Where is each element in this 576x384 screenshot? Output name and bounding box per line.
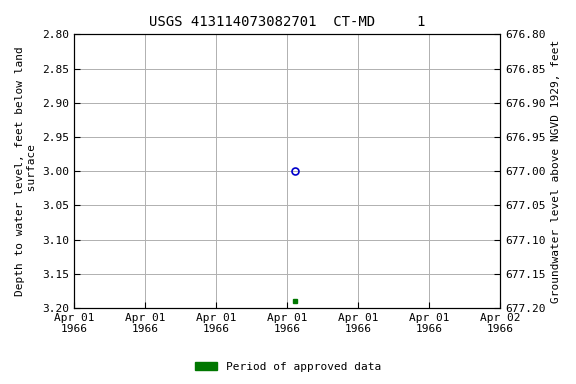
Y-axis label: Depth to water level, feet below land
 surface: Depth to water level, feet below land su… bbox=[15, 46, 37, 296]
Title: USGS 413114073082701  CT-MD     1: USGS 413114073082701 CT-MD 1 bbox=[149, 15, 425, 29]
Legend: Period of approved data: Period of approved data bbox=[191, 358, 385, 377]
Y-axis label: Groundwater level above NGVD 1929, feet: Groundwater level above NGVD 1929, feet bbox=[551, 40, 561, 303]
